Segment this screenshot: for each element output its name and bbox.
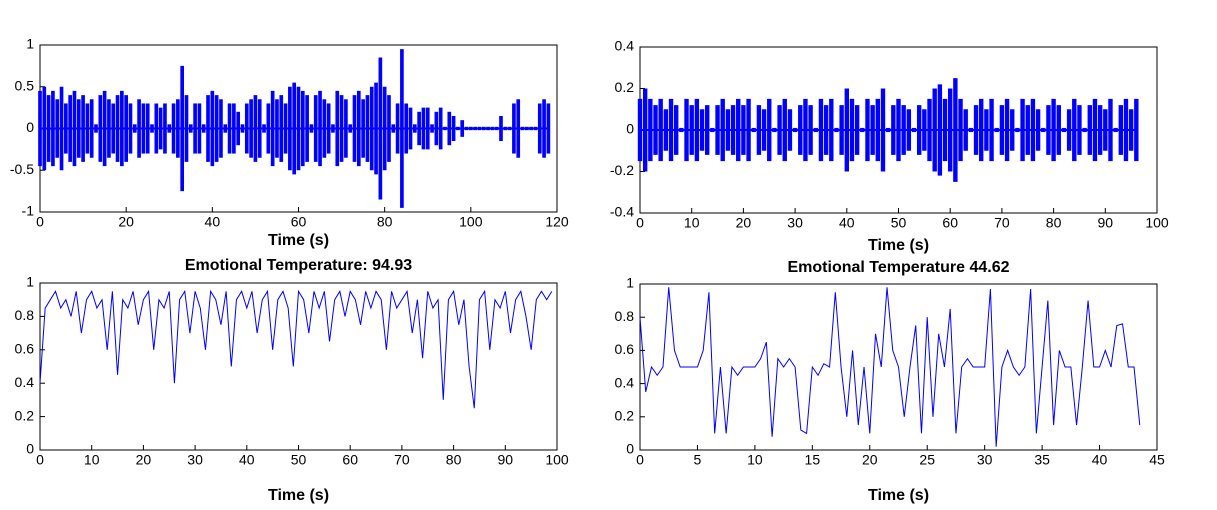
x-tick-label: 40	[1092, 452, 1108, 468]
x-tick-label: 90	[1098, 215, 1114, 231]
y-tick-label: 0.4	[615, 38, 635, 54]
x-tick-label: 20	[736, 215, 752, 231]
y-tick-label: 0.4	[615, 374, 635, 390]
x-tick-label: 10	[747, 452, 763, 468]
x-tick-label: 80	[446, 452, 462, 468]
y-tick-label: 1	[26, 36, 34, 52]
x-tick-label: 100	[459, 214, 483, 230]
x-tick-label: 30	[187, 452, 203, 468]
x-tick-label: 70	[994, 215, 1010, 231]
y-tick-label: 0	[26, 441, 34, 457]
x-tick-label: 80	[377, 214, 393, 230]
chart-title: Emotional Temperature 44.62	[788, 259, 1010, 276]
plot-frame	[639, 283, 1158, 451]
x-tick-label: 45	[1149, 452, 1165, 468]
x-tick-label: 120	[545, 214, 569, 230]
x-tick-label: 30	[977, 452, 993, 468]
x-tick-label: 90	[498, 452, 514, 468]
data-line	[39, 289, 553, 409]
x-tick-label: 25	[919, 452, 935, 468]
x-tick-label: 0	[36, 214, 44, 230]
x-tick-label: 100	[545, 452, 569, 468]
x-tick-label: 60	[942, 215, 958, 231]
x-tick-label: 10	[684, 215, 700, 231]
y-tick-label: 0.4	[15, 374, 35, 390]
x-tick-label: 30	[787, 215, 803, 231]
x-tick-label: 20	[136, 452, 152, 468]
y-tick-label: 1	[26, 274, 34, 290]
x-tick-label: 60	[291, 214, 307, 230]
y-tick-label: 0.6	[615, 341, 635, 357]
y-tick-label: 0	[626, 441, 634, 457]
x-tick-label: 0	[636, 452, 644, 468]
y-tick-label: 0.2	[615, 408, 635, 424]
x-tick-label: 20	[118, 214, 134, 230]
y-tick-label: 0.5	[15, 77, 35, 93]
y-tick-label: 0.6	[15, 341, 35, 357]
x-tick-label: 60	[342, 452, 358, 468]
x-tick-label: 0	[636, 215, 644, 231]
x-axis-label: Time (s)	[868, 487, 929, 504]
x-tick-label: 80	[1046, 215, 1062, 231]
y-tick-label: 1	[626, 275, 634, 291]
y-tick-label: 0.8	[15, 307, 35, 323]
y-tick-label: -0.5	[10, 161, 34, 177]
x-tick-label: 10	[84, 452, 100, 468]
x-tick-label: 15	[805, 452, 821, 468]
x-tick-label: 5	[694, 452, 702, 468]
x-tick-label: 20	[862, 452, 878, 468]
x-tick-label: 70	[394, 452, 410, 468]
y-tick-label: 0.8	[615, 308, 635, 324]
y-tick-label: 0	[626, 121, 634, 137]
y-tick-label: -1	[22, 203, 35, 219]
x-tick-label: 0	[36, 452, 44, 468]
x-tick-label: 100	[1145, 215, 1169, 231]
x-tick-label: 40	[839, 215, 855, 231]
y-tick-label: 0	[26, 119, 34, 135]
x-tick-label: 35	[1034, 452, 1050, 468]
x-tick-label: 50	[291, 452, 307, 468]
y-tick-label: 0.2	[15, 407, 35, 423]
x-tick-label: 40	[239, 452, 255, 468]
x-tick-label: 50	[891, 215, 907, 231]
chart-title: Emotional Temperature: 94.93	[185, 257, 412, 274]
data-line	[639, 287, 1141, 447]
y-tick-label: -0.4	[610, 204, 634, 220]
x-tick-label: 40	[205, 214, 221, 230]
y-tick-label: -0.2	[610, 162, 634, 178]
y-tick-label: 0.2	[615, 79, 635, 95]
x-axis-label: Time (s)	[268, 487, 329, 504]
x-axis-label: Time (s)	[868, 237, 929, 254]
x-axis-label: Time (s)	[268, 232, 329, 249]
